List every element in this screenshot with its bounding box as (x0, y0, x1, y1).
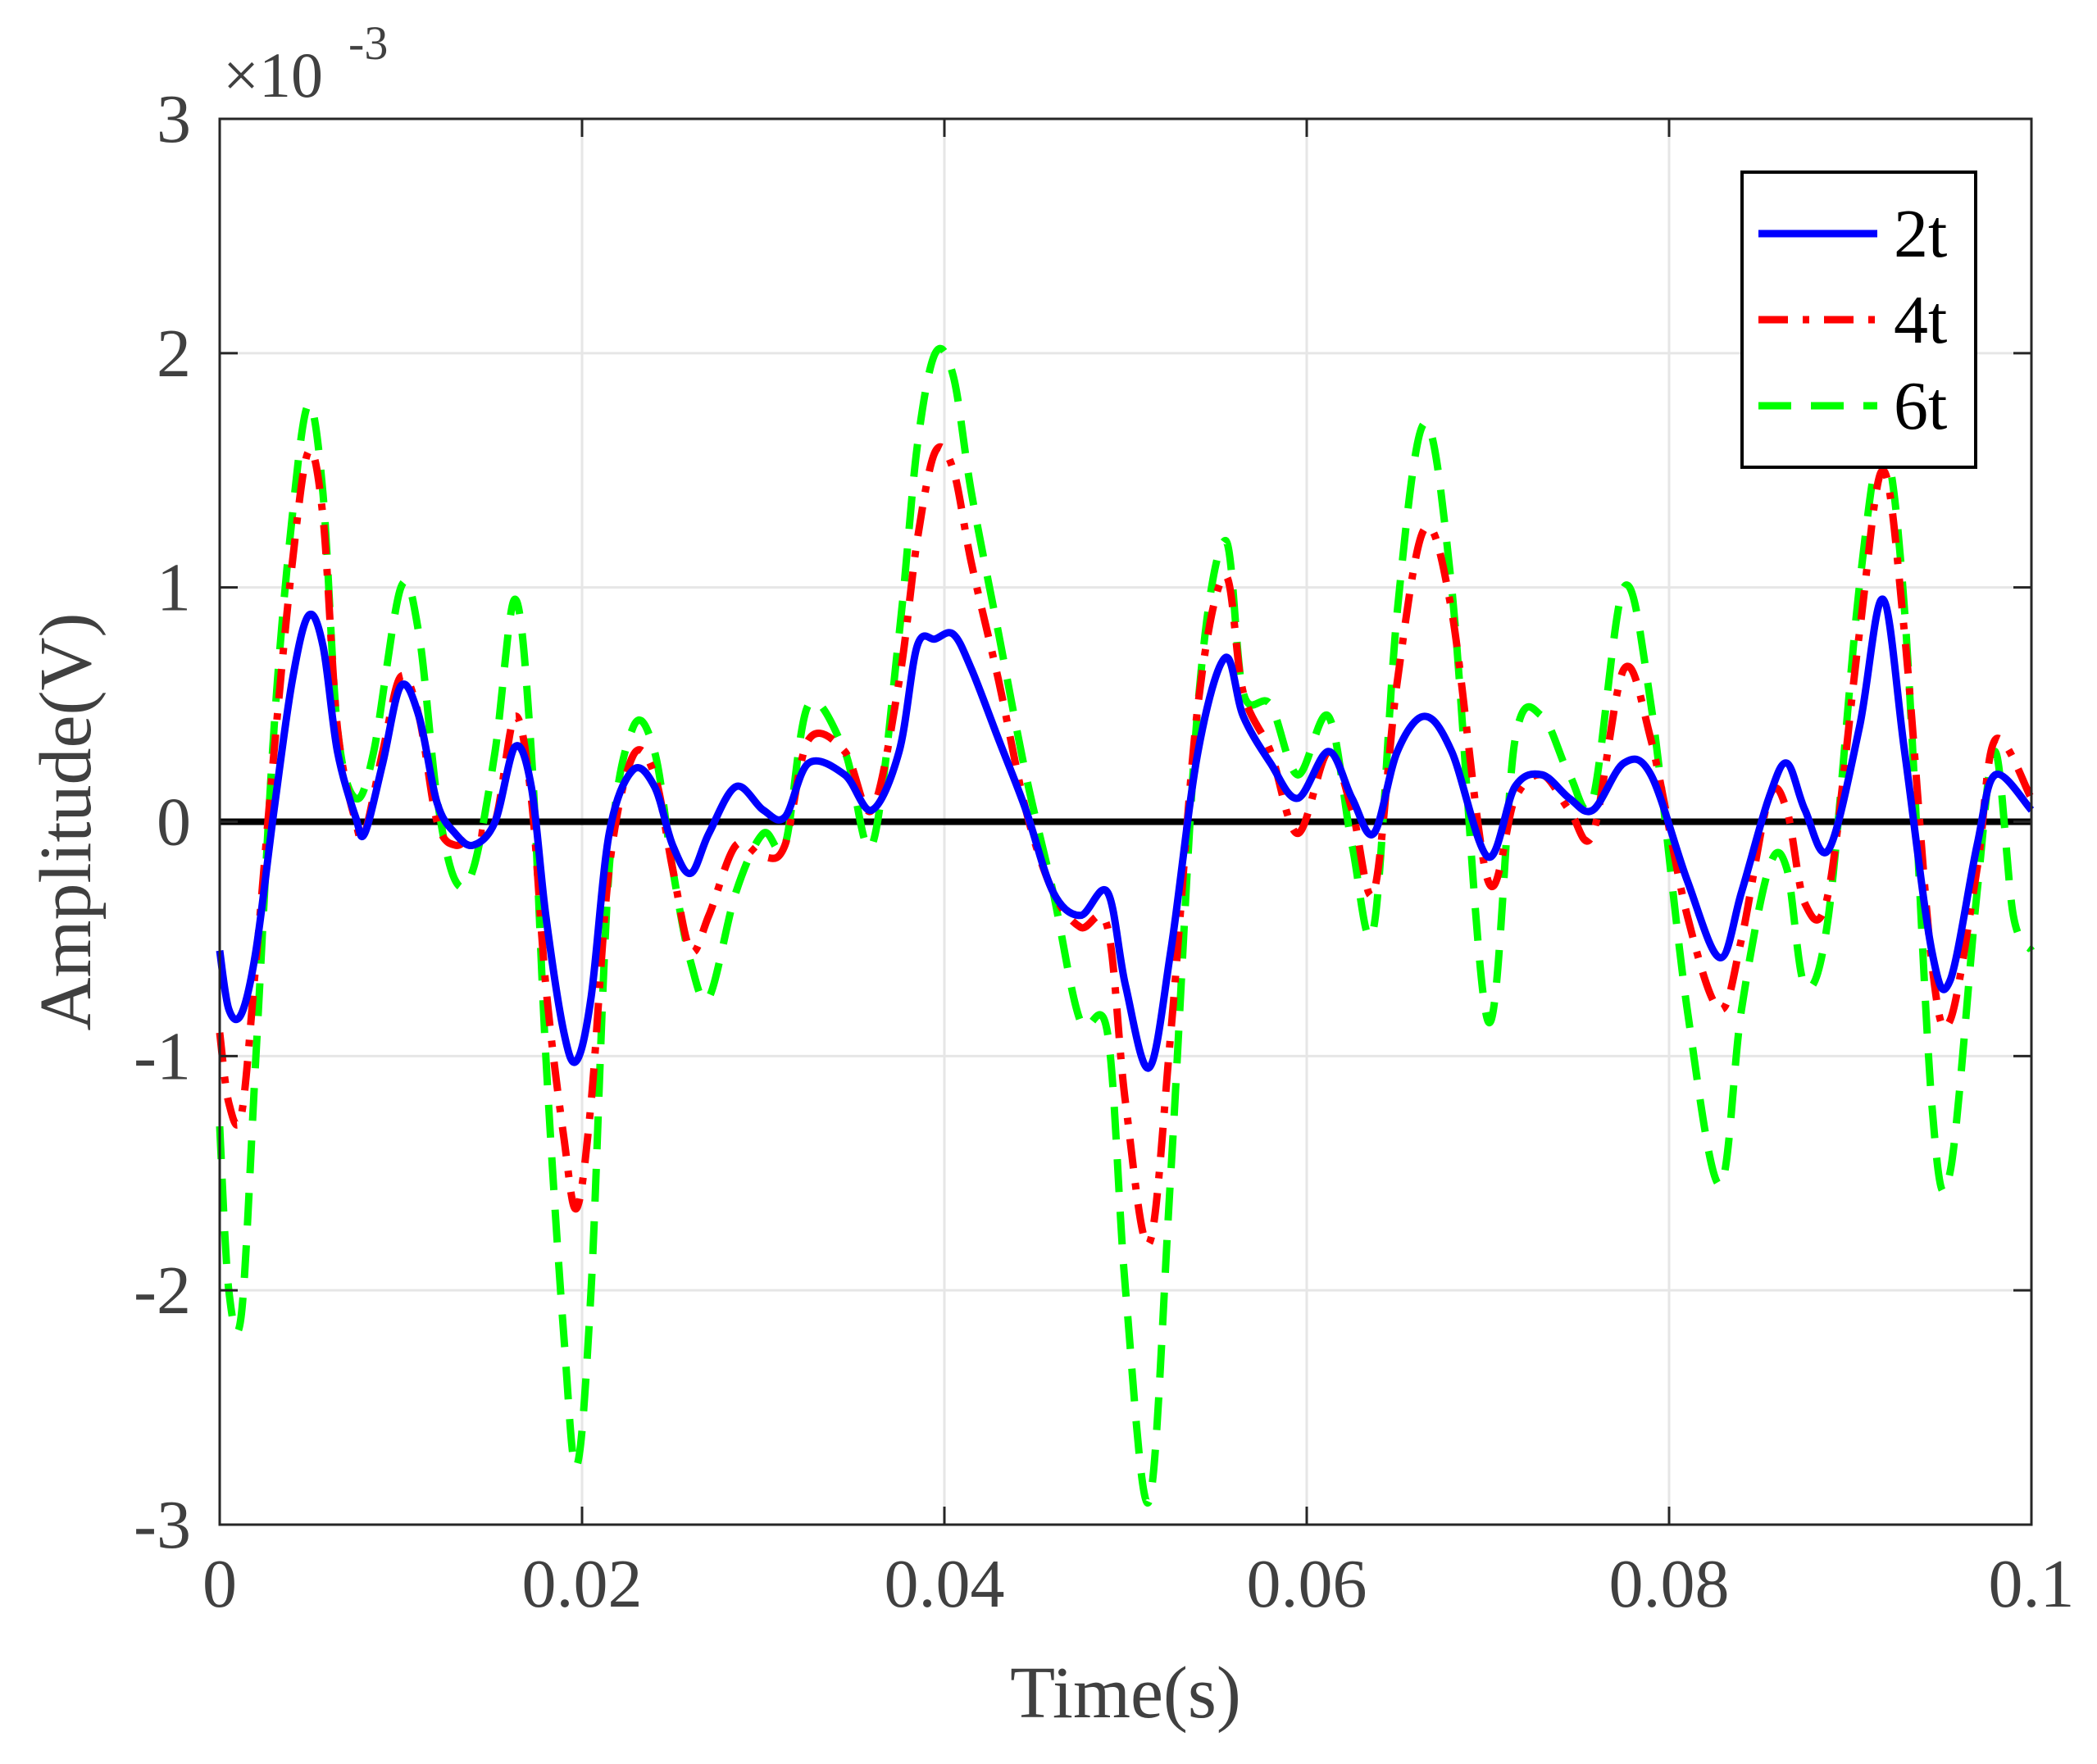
legend-items: 2t 4t 6t (1758, 196, 1947, 444)
y-tick-label: 0 (157, 784, 191, 861)
y-tick-label: -1 (134, 1018, 191, 1094)
y-tick-label: 1 (157, 550, 191, 626)
y-tick-label: 2 (157, 316, 191, 392)
y-exponent-base: ×10 (223, 39, 323, 111)
legend-label-4t: 4t (1894, 282, 1947, 358)
series-line-6t (216, 344, 2035, 1507)
y-tick-label: 3 (157, 81, 191, 157)
y-tick-label: -3 (134, 1487, 191, 1563)
legend-label-6t: 6t (1894, 368, 1947, 444)
tick-layer: 0 0.02 0.04 0.06 0.08 0.1 -3 -2 -1 0 1 2 3 (134, 81, 2074, 1622)
y-axis-label: Amplitude(V) (25, 613, 107, 1031)
legend: 2t 4t 6t (1740, 170, 1977, 469)
x-tick-label: 0 (202, 1546, 237, 1622)
y-exponent-power: -3 (348, 16, 388, 70)
x-tick-label: 0.08 (1609, 1546, 1730, 1622)
y-tick-label: -2 (134, 1253, 191, 1329)
x-tick-label: 0.02 (522, 1546, 643, 1622)
series-layer (216, 344, 2035, 1507)
x-axis-label: Time(s) (1010, 1653, 1241, 1734)
legend-label-2t: 2t (1894, 196, 1947, 272)
x-tick-label: 0.06 (1247, 1546, 1367, 1622)
x-tick-label: 0.04 (885, 1546, 1005, 1622)
series-line-2t (216, 595, 2035, 1072)
x-tick-label: 0.1 (1989, 1546, 2075, 1622)
